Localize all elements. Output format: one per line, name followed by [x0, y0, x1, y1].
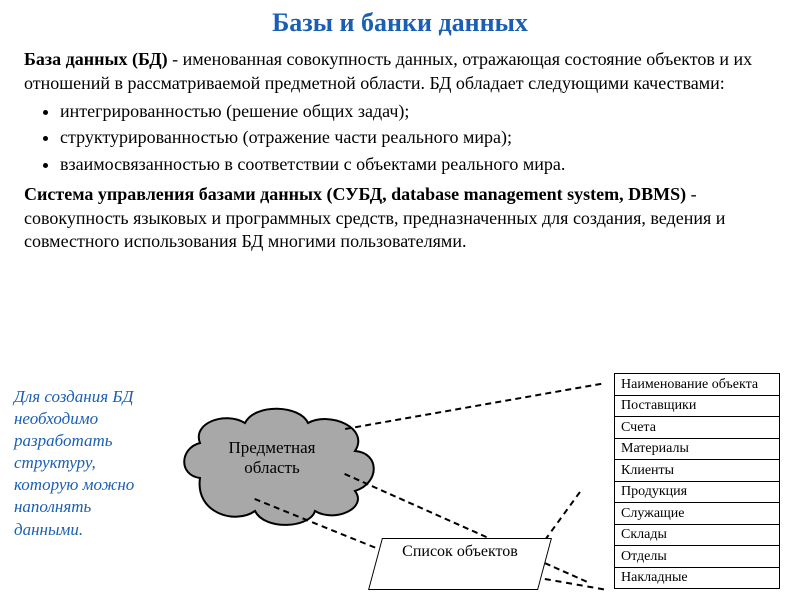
side-note: Для создания БД необходимо разработать с… — [14, 386, 154, 541]
cloud-label: Предметная область — [202, 438, 342, 479]
quality-item: структурированностью (отражение части ре… — [60, 126, 776, 150]
table-row: Служащие — [615, 503, 780, 525]
quality-item: взаимосвязанностью в соответствии с объе… — [60, 153, 776, 177]
table-row: Счета — [615, 417, 780, 439]
definition-db: База данных (БД) - именованная совокупно… — [24, 48, 776, 96]
page-title: Базы и банки данных — [0, 8, 800, 38]
table-row: Наименование объекта — [615, 374, 780, 396]
term-dbms: Система управления базами данных (СУБД, … — [24, 184, 686, 204]
table-row: Продукция — [615, 481, 780, 503]
table-row: Склады — [615, 524, 780, 546]
table-row: Клиенты — [615, 460, 780, 482]
table-row: Материалы — [615, 438, 780, 460]
object-table: Наименование объекта Поставщики Счета Ма… — [614, 373, 780, 589]
definition-dbms: Система управления базами данных (СУБД, … — [24, 183, 776, 254]
quality-item: интегрированностью (решение общих задач)… — [60, 100, 776, 124]
table-row: Отделы — [615, 546, 780, 568]
table-row: Поставщики — [615, 395, 780, 417]
list-box-label: Список объектов — [380, 542, 540, 562]
dashed-connector — [545, 578, 604, 590]
content-block: База данных (БД) - именованная совокупно… — [0, 48, 800, 254]
table-row: Накладные — [615, 567, 780, 589]
term-db: База данных (БД) — [24, 49, 168, 69]
diagram-area: Предметная область Список объектов Наиме… — [150, 373, 790, 608]
qualities-list: интегрированностью (решение общих задач)… — [60, 100, 776, 177]
